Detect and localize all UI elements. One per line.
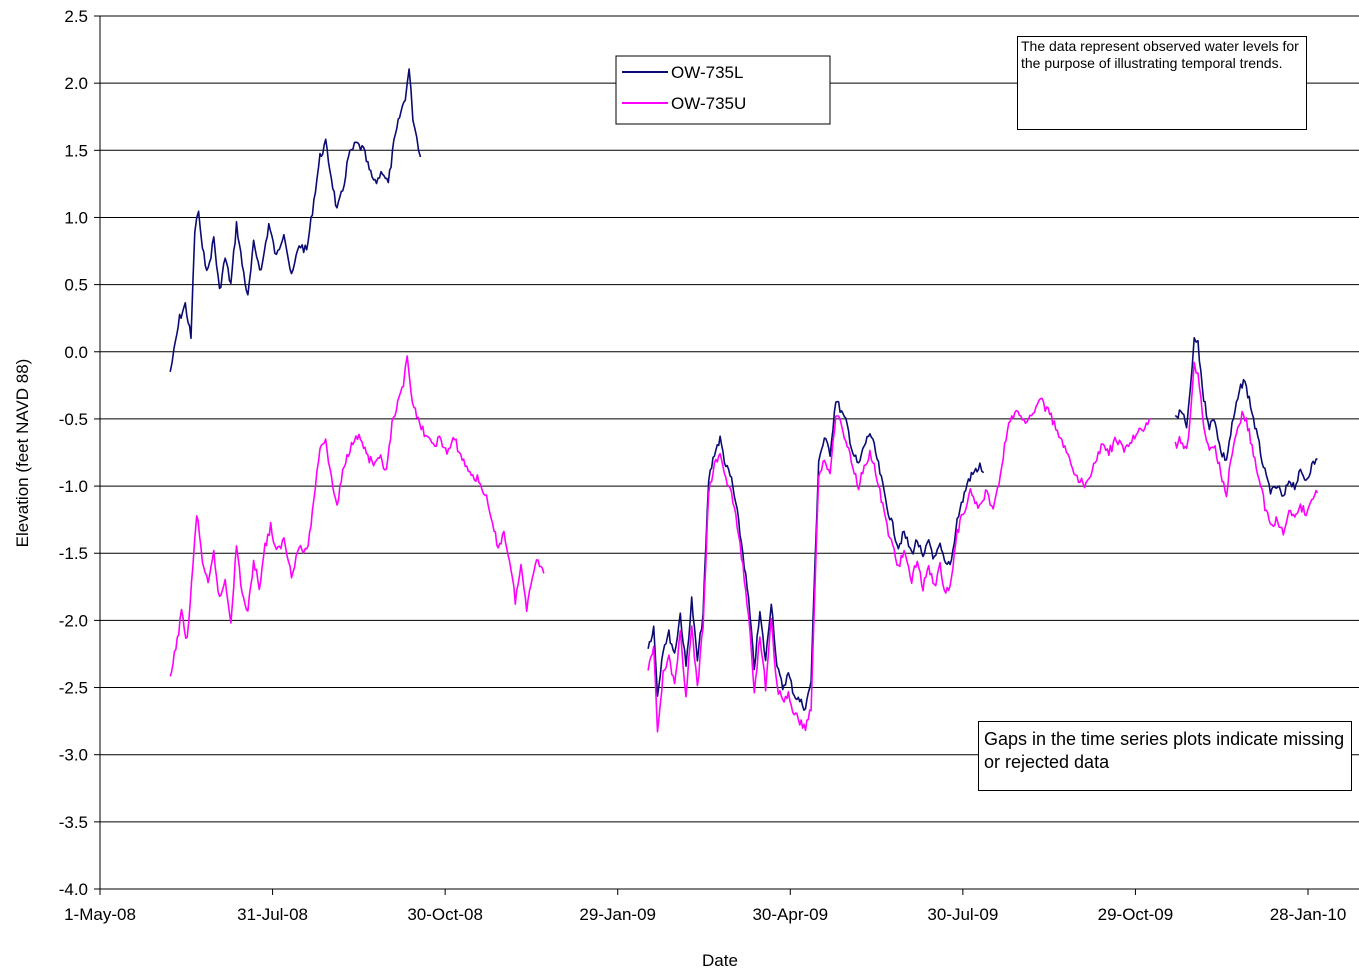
x-tick-label: 29-Oct-09	[1098, 905, 1174, 924]
data-disclaimer-note: The data represent observed water levels…	[1017, 36, 1307, 130]
y-tick-label: 0.0	[64, 343, 88, 362]
y-tick-label: -1.0	[59, 477, 88, 496]
series-line-ow-735l-segment	[169, 68, 422, 372]
x-tick-label: 30-Oct-08	[407, 905, 483, 924]
series-lines	[169, 68, 1319, 733]
legend: OW-735L OW-735U	[615, 55, 831, 125]
y-tick-label: -4.0	[59, 880, 88, 899]
y-tick-label: -0.5	[59, 410, 88, 429]
y-tick-label: 1.0	[64, 208, 88, 227]
series-line-ow-735u-segment	[169, 355, 545, 677]
series-line-ow-735u-segment	[1174, 361, 1319, 536]
x-tick-label: 29-Jan-09	[579, 905, 656, 924]
x-tick-label: 30-Apr-09	[752, 905, 828, 924]
x-tick-label: 31-Jul-08	[237, 905, 308, 924]
series-line-ow-735u-segment	[647, 397, 1151, 733]
x-tick-labels: 1-May-08 31-Jul-08 30-Oct-08 29-Jan-09 30-Ap…	[64, 905, 1346, 924]
y-tick-labels: -4.0 -3.5 -3.0 -2.5 -2.0 -1.5 -1.0 -0.5 0.0 0.5 1.…	[59, 7, 88, 899]
y-tick-label: -3.5	[59, 813, 88, 832]
y-tick-label: 2.5	[64, 7, 88, 26]
y-tick-label: -2.0	[59, 611, 88, 630]
grid-lines	[100, 15, 1359, 823]
legend-label-ow-735l: OW-735L	[671, 63, 743, 82]
y-tick-label: 1.5	[64, 141, 88, 160]
x-tick-label: 30-Jul-09	[927, 905, 998, 924]
series-line-ow-735l-segment	[1174, 337, 1318, 497]
axes	[94, 15, 1359, 895]
legend-label-ow-735u: OW-735U	[671, 94, 746, 113]
x-tick-label: 1-May-08	[64, 905, 136, 924]
y-tick-label: -2.5	[59, 679, 88, 698]
y-tick-label: 2.0	[64, 74, 88, 93]
data-gaps-note: Gaps in the time series plots indicate m…	[978, 721, 1352, 791]
x-tick-label: 28-Jan-10	[1270, 905, 1347, 924]
x-axis-title: Date	[702, 951, 738, 970]
y-tick-label: -3.0	[59, 746, 88, 765]
y-tick-label: 0.5	[64, 276, 88, 295]
legend-box	[615, 55, 831, 125]
y-tick-label: -1.5	[59, 544, 88, 563]
y-axis-title: Elevation (feet NAVD 88)	[13, 359, 32, 548]
